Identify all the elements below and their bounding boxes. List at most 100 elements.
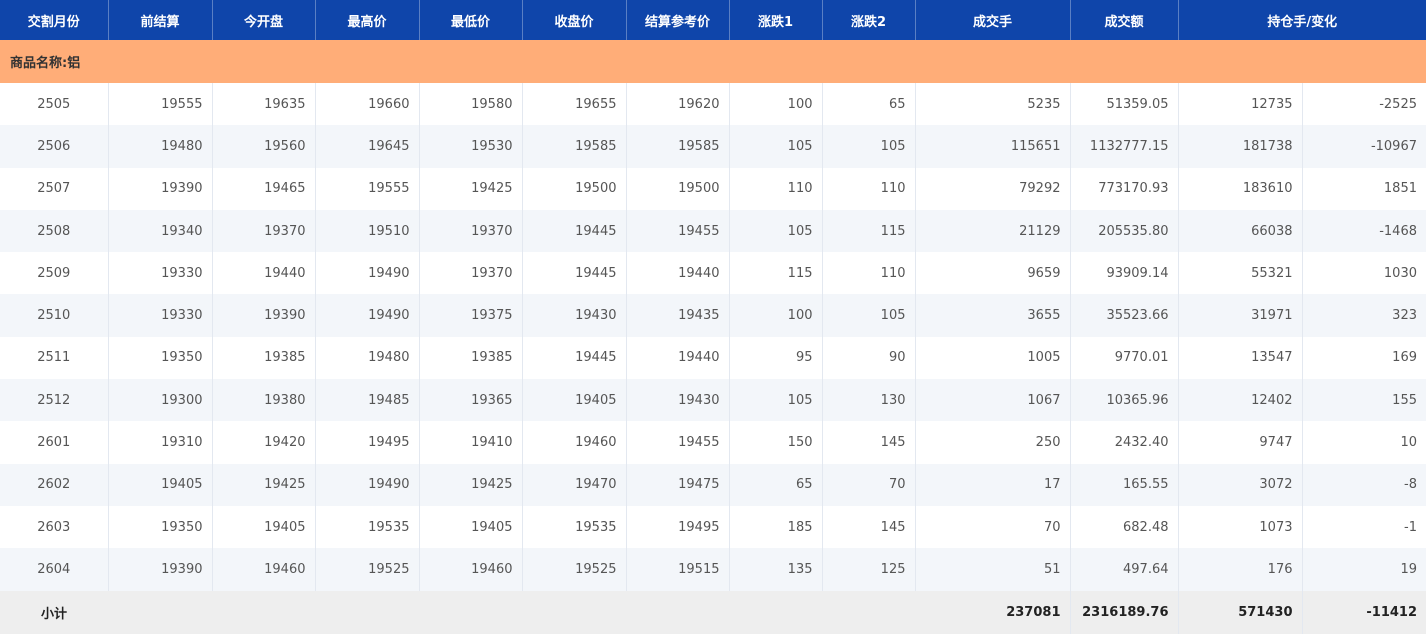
cell-low: 19370 xyxy=(418,209,522,253)
header-open[interactable]: 今开盘 xyxy=(211,0,315,40)
cell-delivery-month: 2505 xyxy=(0,83,108,126)
table-row[interactable]: 2602 19405 19425 19490 19425 19470 19475 65 70 17… xyxy=(0,463,1426,506)
cell-prev-settle: 19390 xyxy=(107,548,212,591)
empty-cell xyxy=(729,590,822,634)
cell-volume: 51 xyxy=(914,548,1070,591)
cell-low: 19410 xyxy=(418,421,522,464)
table-row[interactable]: 2506 19480 19560 19645 19530 19585 19585 105 105… xyxy=(0,125,1426,168)
cell-open-interest: 181738 xyxy=(1177,125,1302,168)
cell-high: 19535 xyxy=(314,505,419,549)
cell-change2: 125 xyxy=(821,548,915,591)
empty-cell xyxy=(626,590,729,634)
cell-low: 19370 xyxy=(418,252,522,295)
cell-high: 19495 xyxy=(314,421,419,464)
cell-close: 19470 xyxy=(521,463,626,506)
cell-high: 19480 xyxy=(314,336,419,380)
cell-prev-settle: 19405 xyxy=(107,463,212,506)
header-change2[interactable]: 涨跌2 xyxy=(821,0,915,40)
table-row[interactable]: 2603 19350 19405 19535 19405 19535 19495 185 145… xyxy=(0,505,1426,549)
cell-settle-ref: 19585 xyxy=(625,125,729,168)
cell-volume: 79292 xyxy=(914,167,1070,210)
header-delivery-month[interactable]: 交割月份 xyxy=(0,0,108,40)
header-settle-ref[interactable]: 结算参考价 xyxy=(625,0,729,40)
table-row[interactable]: 2512 19300 19380 19485 19365 19405 19430 105 130… xyxy=(0,379,1426,422)
cell-prev-settle: 19390 xyxy=(107,167,212,210)
cell-oi-change: 19 xyxy=(1301,548,1426,591)
cell-close: 19525 xyxy=(521,548,626,591)
header-high[interactable]: 最高价 xyxy=(314,0,419,40)
cell-turnover: 497.64 xyxy=(1069,548,1178,591)
header-close[interactable]: 收盘价 xyxy=(521,0,626,40)
table-row[interactable]: 2604 19390 19460 19525 19460 19525 19515 135 125… xyxy=(0,548,1426,591)
cell-prev-settle: 19300 xyxy=(107,379,212,422)
cell-settle-ref: 19440 xyxy=(625,336,729,380)
cell-close: 19500 xyxy=(521,167,626,210)
total-volume: 237081 xyxy=(915,590,1070,634)
cell-change2: 145 xyxy=(821,421,915,464)
cell-low: 19580 xyxy=(418,83,522,126)
cell-low: 19425 xyxy=(418,463,522,506)
empty-cell xyxy=(419,590,522,634)
cell-change1: 100 xyxy=(728,294,822,337)
cell-turnover: 35523.66 xyxy=(1069,294,1178,337)
cell-high: 19490 xyxy=(314,463,419,506)
cell-high: 19490 xyxy=(314,252,419,295)
table-row[interactable]: 2508 19340 19370 19510 19370 19445 19455 105 115… xyxy=(0,209,1426,253)
cell-high: 19645 xyxy=(314,125,419,168)
empty-cell xyxy=(108,590,212,634)
cell-change1: 105 xyxy=(728,379,822,422)
total-open-interest: 571430 xyxy=(1177,590,1302,634)
table-row[interactable]: 2505 19555 19635 19660 19580 19655 19620 100 65 5… xyxy=(0,83,1426,126)
cell-close: 19460 xyxy=(521,421,626,464)
cell-change1: 100 xyxy=(728,83,822,126)
header-prev-settle[interactable]: 前结算 xyxy=(107,0,212,40)
cell-turnover: 1132777.15 xyxy=(1069,125,1178,168)
cell-turnover: 9770.01 xyxy=(1069,336,1178,380)
cell-delivery-month: 2510 xyxy=(0,294,108,337)
cell-change2: 105 xyxy=(821,125,915,168)
cell-oi-change: -1468 xyxy=(1301,209,1426,253)
cell-change2: 110 xyxy=(821,252,915,295)
cell-open-interest: 13547 xyxy=(1177,336,1302,380)
cell-low: 19375 xyxy=(418,294,522,337)
cell-prev-settle: 19330 xyxy=(107,294,212,337)
cell-low: 19530 xyxy=(418,125,522,168)
cell-oi-change: 169 xyxy=(1301,336,1426,380)
cell-turnover: 10365.96 xyxy=(1069,379,1178,422)
header-change1[interactable]: 涨跌1 xyxy=(728,0,822,40)
header-turnover[interactable]: 成交额 xyxy=(1069,0,1178,40)
header-row: 交割月份 前结算 今开盘 最高价 最低价 收盘价 结算参考价 涨跌1 涨跌2 成… xyxy=(0,0,1426,40)
cell-oi-change: -2525 xyxy=(1301,83,1426,126)
cell-settle-ref: 19455 xyxy=(625,209,729,253)
cell-change1: 185 xyxy=(728,505,822,549)
header-volume[interactable]: 成交手 xyxy=(914,0,1070,40)
cell-oi-change: 1851 xyxy=(1301,167,1426,210)
header-low[interactable]: 最低价 xyxy=(418,0,522,40)
table-row[interactable]: 2511 19350 19385 19480 19385 19445 19440 95 90 10… xyxy=(0,336,1426,380)
cell-prev-settle: 19350 xyxy=(107,336,212,380)
empty-cell xyxy=(822,590,915,634)
table-row[interactable]: 2601 19310 19420 19495 19410 19460 19455 150 145… xyxy=(0,421,1426,464)
cell-oi-change: 10 xyxy=(1301,421,1426,464)
cell-delivery-month: 2509 xyxy=(0,252,108,295)
cell-open: 19425 xyxy=(211,463,315,506)
subtotal-row: 小计 237081 2316189.76 571430 -11412 xyxy=(0,590,1426,634)
cell-turnover: 2432.40 xyxy=(1069,421,1178,464)
table-row[interactable]: 2509 19330 19440 19490 19370 19445 19440 115 110… xyxy=(0,252,1426,295)
cell-change1: 110 xyxy=(728,167,822,210)
header-open-interest[interactable]: 持仓手/变化 xyxy=(1177,0,1426,40)
cell-open: 19385 xyxy=(211,336,315,380)
table-row[interactable]: 2507 19390 19465 19555 19425 19500 19500 110 110… xyxy=(0,167,1426,210)
cell-delivery-month: 2512 xyxy=(0,379,108,422)
cell-open-interest: 183610 xyxy=(1177,167,1302,210)
cell-close: 19405 xyxy=(521,379,626,422)
cell-open: 19465 xyxy=(211,167,315,210)
cell-open: 19420 xyxy=(211,421,315,464)
table-row[interactable]: 2510 19330 19390 19490 19375 19430 19435 100 105… xyxy=(0,294,1426,337)
cell-change2: 110 xyxy=(821,167,915,210)
cell-open-interest: 12735 xyxy=(1177,83,1302,126)
category-row: 商品名称:铝 xyxy=(0,40,1426,83)
cell-change2: 65 xyxy=(821,83,915,126)
total-oi-change: -11412 xyxy=(1301,590,1426,634)
cell-settle-ref: 19430 xyxy=(625,379,729,422)
